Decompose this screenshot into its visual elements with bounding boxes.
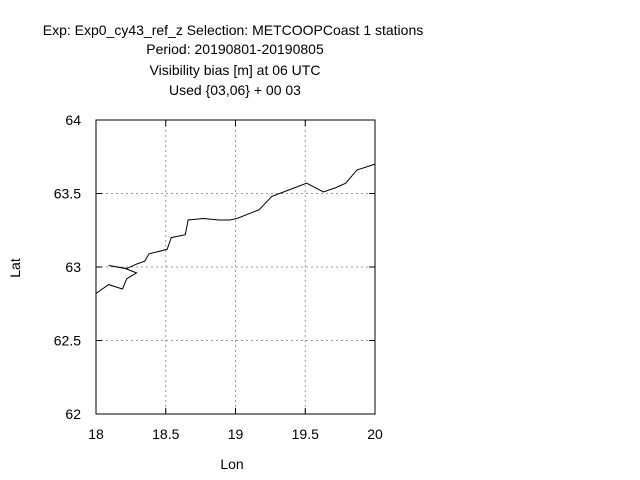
plot-frame bbox=[95, 119, 376, 415]
chart-title-line-1: Exp: Exp0_cy43_ref_z Selection: METCOOPC… bbox=[43, 22, 424, 38]
tick-labels: 18 18.5 19 19.5 20 62 62.5 63 63.5 64 bbox=[54, 112, 383, 442]
y-tick-label: 64 bbox=[65, 112, 81, 128]
y-tick-label: 62.5 bbox=[54, 333, 81, 349]
x-axis-label: Lon bbox=[220, 456, 243, 472]
y-axis-label: Lat bbox=[7, 258, 23, 278]
x-tick-label: 18 bbox=[88, 426, 104, 442]
chart-title-line-4: Used {03,06} + 00 03 bbox=[169, 82, 301, 98]
x-tick-label: 19 bbox=[228, 426, 244, 442]
x-tick-label: 20 bbox=[367, 426, 383, 442]
x-tick-label: 18.5 bbox=[152, 426, 179, 442]
chart-title-line-2: Period: 20190801-20190805 bbox=[146, 41, 324, 57]
x-tick-label: 19.5 bbox=[292, 426, 319, 442]
y-tick-label: 63 bbox=[65, 259, 81, 275]
coastline-series-line bbox=[95, 163, 376, 294]
y-tick-label: 62 bbox=[65, 406, 81, 422]
y-tick-label: 63.5 bbox=[54, 186, 81, 202]
chart-title-line-3: Visibility bias [m] at 06 UTC bbox=[150, 62, 321, 78]
chart-title-block: Exp: Exp0_cy43_ref_z Selection: METCOOPC… bbox=[43, 22, 424, 98]
grid-lines bbox=[96, 120, 375, 414]
series-group bbox=[95, 163, 376, 294]
